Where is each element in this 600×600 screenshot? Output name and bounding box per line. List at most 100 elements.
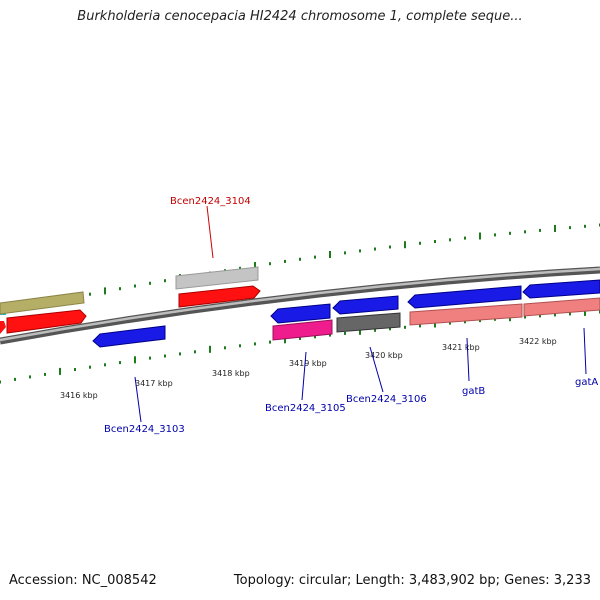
leader-bcen2424-3106: [369, 346, 384, 393]
minor-tick: [179, 352, 181, 356]
gene-blue-3105-upper[interactable]: [270, 303, 331, 324]
gene-red-left[interactable]: [6, 309, 87, 334]
label-bcen2424-3105[interactable]: Bcen2424_3105: [265, 403, 346, 414]
minor-tick: [119, 361, 121, 365]
minor-tick: [0, 380, 1, 384]
minor-tick: [374, 328, 376, 332]
major-tick: [554, 225, 556, 232]
minor-tick: [164, 354, 166, 358]
major-tick: [479, 232, 481, 240]
minor-tick: [389, 327, 391, 331]
minor-tick: [239, 344, 241, 348]
major-tick: [284, 336, 286, 344]
minor-tick: [224, 346, 226, 350]
minor-tick: [299, 257, 301, 261]
leader-gatb: [466, 337, 470, 382]
minor-tick: [434, 240, 436, 243]
kbp-label-3420: 3420 kbp: [365, 351, 403, 360]
minor-tick: [269, 340, 271, 344]
minor-tick: [239, 266, 241, 270]
minor-tick: [464, 320, 466, 324]
minor-tick: [524, 315, 526, 319]
kbp-label-3422: 3422 kbp: [519, 337, 557, 346]
major-tick: [359, 327, 361, 335]
leader-bcen2424-3103: [134, 376, 142, 423]
kbp-label-3417: 3417 kbp: [135, 379, 173, 388]
minor-tick: [89, 292, 91, 296]
minor-tick: [554, 313, 556, 317]
minor-tick: [509, 231, 511, 235]
minor-tick: [194, 350, 196, 354]
major-tick: [209, 345, 211, 353]
major-tick: [134, 356, 136, 364]
minor-tick: [494, 233, 496, 237]
minor-tick: [374, 247, 376, 251]
major-tick: [434, 320, 436, 328]
label-gatb[interactable]: gatB: [462, 386, 485, 397]
minor-tick: [149, 356, 151, 360]
accession-text: Accession: NC_008542: [9, 573, 157, 588]
major-tick: [59, 367, 61, 375]
outer-scale-track: [0, 223, 600, 314]
minor-tick: [254, 342, 256, 346]
label-bcen2424-3103[interactable]: Bcen2424_3103: [104, 424, 185, 435]
minor-tick: [344, 331, 346, 335]
minor-tick: [419, 324, 421, 328]
major-tick: [104, 287, 106, 295]
minor-tick: [524, 230, 526, 234]
minor-tick: [539, 314, 541, 318]
gene-bcen2424-3103[interactable]: [92, 325, 166, 348]
minor-tick: [134, 284, 136, 288]
minor-tick: [479, 319, 481, 323]
minor-tick: [344, 251, 346, 255]
major-tick: [329, 251, 331, 258]
map-title: Burkholderia cenocepacia HI2424 chromoso…: [77, 9, 523, 24]
gene-red-fragment[interactable]: [0, 321, 6, 334]
minor-tick: [164, 279, 166, 283]
minor-tick: [29, 375, 31, 379]
kbp-label-3416: 3416 kbp: [60, 391, 98, 400]
label-gata[interactable]: gatA: [575, 377, 598, 388]
label-bcen2424-3104[interactable]: Bcen2424_3104: [170, 196, 251, 207]
minor-tick: [449, 238, 451, 242]
minor-tick: [569, 226, 571, 230]
minor-tick: [89, 365, 91, 369]
gene-bcen2424-3106[interactable]: [336, 312, 401, 333]
gene-blue-3106-upper[interactable]: [332, 295, 399, 315]
leader-bcen2424-3105: [301, 351, 307, 401]
label-bcen2424-3106[interactable]: Bcen2424_3106: [346, 394, 427, 405]
kbp-label-3421: 3421 kbp: [442, 343, 480, 352]
minor-tick: [539, 228, 541, 232]
gene-gatb[interactable]: [409, 303, 523, 326]
topology-text: Topology: circular; Length: 3,483,902 bp…: [233, 573, 591, 588]
minor-tick: [269, 262, 271, 266]
kbp-label-3419: 3419 kbp: [289, 359, 327, 368]
minor-tick: [14, 377, 16, 381]
gene-bcen2424-3104-gray[interactable]: [175, 266, 259, 290]
gene-gata[interactable]: [523, 297, 600, 317]
minor-tick: [569, 312, 571, 316]
gene-blue-gata-upper[interactable]: [522, 279, 600, 299]
minor-tick: [329, 333, 331, 337]
minor-tick: [119, 287, 121, 291]
minor-tick: [299, 337, 301, 340]
leader-gata: [583, 327, 587, 375]
minor-tick: [104, 363, 106, 367]
kbp-label-3418: 3418 kbp: [212, 369, 250, 378]
minor-tick: [74, 368, 76, 371]
gene-olive[interactable]: [0, 291, 85, 315]
minor-tick: [449, 321, 451, 325]
gene-blue-gatb-upper[interactable]: [407, 285, 522, 309]
minor-tick: [464, 236, 466, 240]
minor-tick: [584, 224, 586, 228]
minor-tick: [404, 325, 406, 329]
minor-tick: [314, 335, 316, 339]
minor-tick: [44, 372, 46, 376]
major-tick: [254, 262, 256, 269]
gene-red-center[interactable]: [178, 285, 261, 308]
major-tick: [404, 241, 406, 249]
minor-tick: [419, 241, 421, 245]
minor-tick: [284, 259, 286, 263]
gene-bcen2424-3105[interactable]: [272, 319, 333, 341]
